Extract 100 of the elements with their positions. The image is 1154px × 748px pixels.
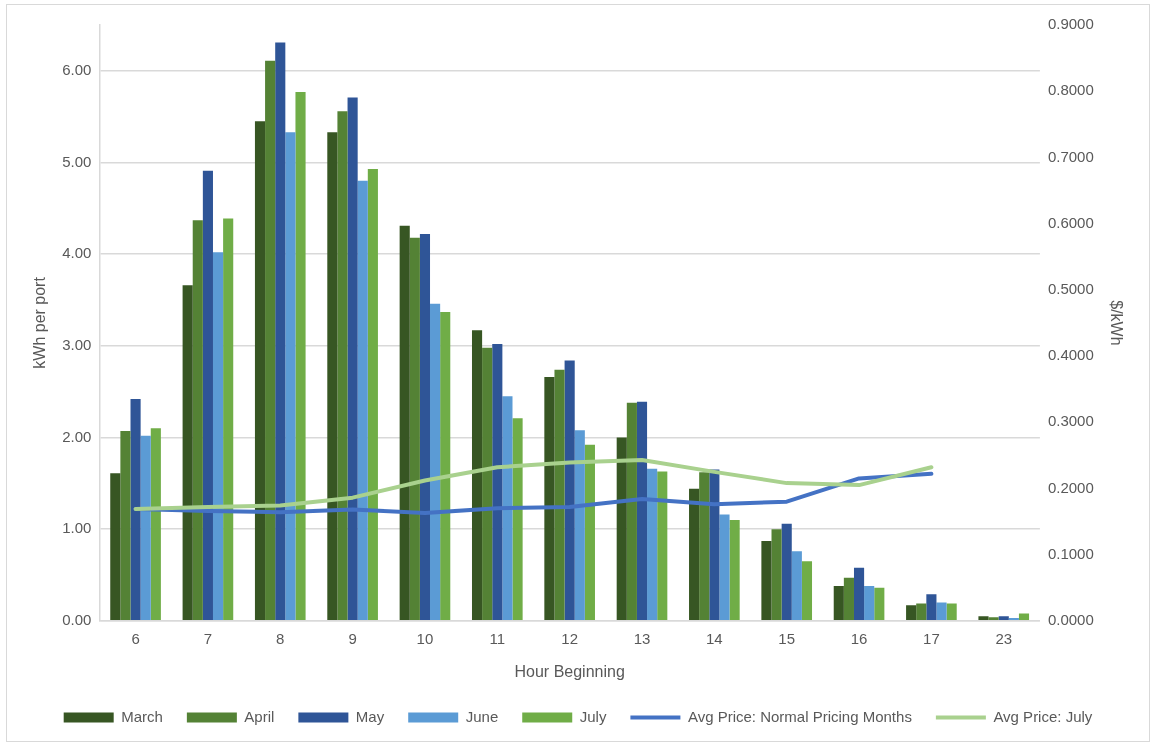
x-tick-label: 13 — [633, 629, 651, 647]
bar — [502, 396, 513, 621]
bar — [781, 523, 792, 621]
bar — [254, 121, 266, 621]
bar — [791, 551, 802, 621]
bar — [367, 168, 378, 621]
y2-tick-label: 0.5000 — [1047, 279, 1094, 297]
bar — [564, 360, 575, 621]
bar — [978, 616, 989, 621]
x-tick-label: 8 — [276, 629, 285, 647]
y2-tick-label: 0.6000 — [1047, 213, 1094, 231]
y-tick-label: 3.00 — [62, 335, 92, 353]
legend-label: June — [465, 707, 499, 725]
bar — [584, 444, 595, 621]
bar — [430, 303, 441, 621]
bar — [1018, 613, 1030, 621]
legend-label: March — [121, 707, 163, 725]
bar — [574, 430, 585, 621]
y-tick-label: 1.00 — [62, 519, 92, 537]
x-tick-label: 16 — [850, 629, 868, 647]
bar — [853, 567, 865, 621]
bar — [864, 585, 875, 621]
y2-tick-label: 0.2000 — [1047, 478, 1094, 496]
y-tick-label: 6.00 — [62, 60, 92, 78]
bar — [544, 376, 555, 621]
x-tick-label: 10 — [416, 629, 434, 647]
x-tick-label: 15 — [778, 629, 796, 647]
y2-tick-label: 0.1000 — [1047, 544, 1094, 562]
bar — [295, 91, 306, 621]
bar — [699, 472, 710, 621]
bar — [357, 180, 368, 621]
bar — [192, 220, 203, 621]
bar — [647, 468, 658, 621]
bar — [223, 218, 234, 621]
bar — [347, 97, 358, 621]
bar — [771, 529, 782, 621]
legend-label: April — [244, 707, 275, 725]
bar — [916, 603, 927, 621]
y2-tick-label: 0.0000 — [1047, 610, 1094, 628]
x-tick-label: 6 — [131, 629, 140, 647]
y2-axis-title: $/kWh — [1107, 300, 1125, 346]
bar — [440, 311, 451, 621]
bar — [409, 237, 420, 621]
legend-label: May — [355, 707, 385, 725]
y-tick-label: 5.00 — [62, 152, 92, 170]
x-tick-label: 7 — [203, 629, 213, 647]
bar — [327, 132, 338, 621]
bar — [636, 401, 648, 621]
bar — [285, 132, 296, 621]
bar — [946, 603, 957, 621]
x-tick-label: 9 — [348, 629, 357, 647]
bar — [512, 418, 523, 621]
bar — [150, 428, 161, 621]
y2-tick-label: 0.9000 — [1047, 15, 1094, 33]
bar — [689, 488, 700, 621]
bar — [998, 616, 1009, 621]
y-axis-title: kWh per port — [31, 276, 49, 369]
x-tick-label: 14 — [706, 629, 723, 647]
bar — [471, 330, 483, 621]
bar — [801, 561, 813, 621]
bar — [761, 541, 772, 621]
bar — [657, 471, 668, 621]
bar — [120, 431, 131, 621]
bar — [833, 585, 844, 621]
bar — [212, 252, 224, 621]
bar — [906, 605, 917, 621]
x-axis-title: Hour Beginning — [514, 662, 625, 680]
y-tick-label: 4.00 — [62, 244, 92, 262]
bar — [936, 602, 947, 621]
bar — [337, 111, 348, 621]
bar — [492, 343, 503, 621]
bar — [130, 398, 141, 621]
bar — [399, 225, 410, 621]
bar — [265, 60, 276, 621]
y2-tick-label: 0.8000 — [1047, 81, 1094, 99]
legend-label: July — [579, 707, 607, 725]
bar — [719, 514, 730, 621]
bar — [110, 473, 121, 621]
x-tick-label: 12 — [561, 629, 578, 647]
bar — [554, 369, 565, 621]
bar — [419, 233, 431, 621]
legend-label: Avg Price: Normal Pricing Months — [687, 707, 912, 725]
bar — [729, 519, 740, 621]
y2-tick-label: 0.3000 — [1047, 412, 1094, 430]
bar — [182, 285, 193, 621]
bar — [926, 594, 937, 621]
y2-tick-label: 0.7000 — [1047, 147, 1094, 165]
x-tick-label: 17 — [923, 629, 940, 647]
bar — [874, 587, 885, 621]
bar — [1008, 618, 1019, 621]
x-tick-label: 23 — [995, 629, 1013, 647]
y2-tick-label: 0.4000 — [1047, 346, 1094, 364]
bar — [616, 437, 627, 621]
bar — [626, 402, 637, 621]
bar — [843, 577, 854, 621]
bar — [202, 170, 213, 621]
x-tick-label: 11 — [489, 629, 506, 647]
bar — [140, 435, 151, 621]
y-tick-label: 2.00 — [62, 427, 92, 445]
bar — [275, 42, 286, 621]
